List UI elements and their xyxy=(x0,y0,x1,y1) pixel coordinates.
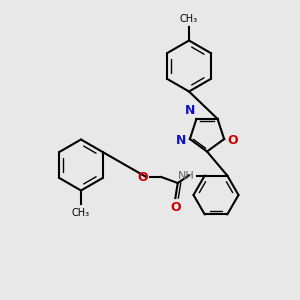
Text: N: N xyxy=(176,134,186,147)
Text: CH₃: CH₃ xyxy=(72,208,90,218)
Text: CH₃: CH₃ xyxy=(180,14,198,24)
Text: N: N xyxy=(184,103,195,116)
Text: NH: NH xyxy=(178,170,194,181)
Text: O: O xyxy=(170,201,181,214)
Text: O: O xyxy=(137,170,148,184)
Text: O: O xyxy=(228,134,238,147)
